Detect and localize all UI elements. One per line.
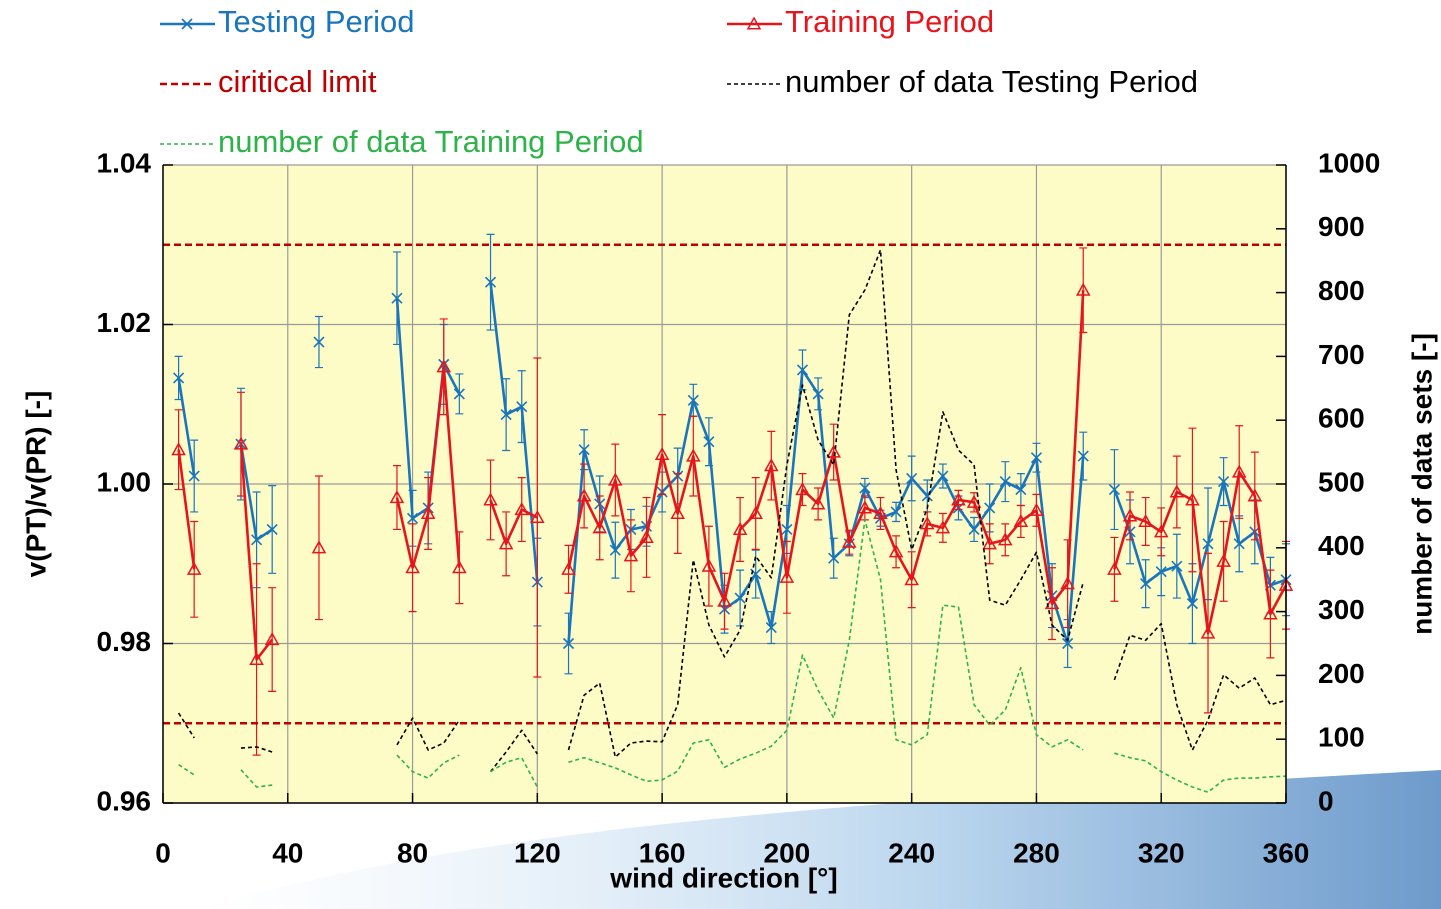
y-tick-label: 1.00: [97, 466, 152, 497]
legend-label: number of data Testing Period: [785, 64, 1198, 99]
y2-tick-label: 400: [1318, 530, 1365, 561]
x-tick-label: 320: [1138, 837, 1185, 868]
y2-tick-label: 500: [1318, 466, 1365, 497]
x-tick-label: 200: [764, 837, 811, 868]
y2-tick-label: 0: [1318, 785, 1334, 816]
y2-tick-label: 700: [1318, 339, 1365, 370]
y-tick-label: 0.98: [97, 626, 152, 657]
x-tick-label: 80: [397, 837, 428, 868]
y2-tick-label: 900: [1318, 211, 1365, 242]
y2-tick-label: 800: [1318, 275, 1365, 306]
legend-label: Testing Period: [218, 4, 414, 39]
x-tick-label: 0: [155, 837, 171, 868]
y2-tick-label: 1000: [1318, 147, 1380, 178]
legend-label: ciritical limit: [218, 64, 377, 99]
y-tick-label: 0.96: [97, 785, 152, 816]
x-tick-label: 360: [1263, 837, 1310, 868]
x-tick-label: 40: [272, 837, 303, 868]
y2-tick-label: 300: [1318, 594, 1365, 625]
y-tick-label: 1.02: [97, 307, 152, 338]
y2-tick-label: 100: [1318, 722, 1365, 753]
y2-axis-title: number of data sets [-]: [1406, 333, 1437, 635]
y-tick-label: 1.04: [97, 147, 152, 178]
x-tick-label: 240: [888, 837, 935, 868]
y2-tick-label: 600: [1318, 403, 1365, 434]
legend: Testing Period Training Period ciritical l…: [160, 4, 1198, 159]
chart: wind direction [°] v(PT)/v(PR) [-] numbe…: [0, 0, 1441, 909]
x-tick-label: 280: [1013, 837, 1060, 868]
x-tick-label: 160: [639, 837, 686, 868]
y-axis-title: v(PT)/v(PR) [-]: [20, 391, 51, 578]
x-tick-label: 120: [514, 837, 561, 868]
y2-tick-label: 200: [1318, 658, 1365, 689]
legend-label: Training Period: [785, 4, 994, 39]
legend-label: number of data Training Period: [218, 124, 644, 159]
